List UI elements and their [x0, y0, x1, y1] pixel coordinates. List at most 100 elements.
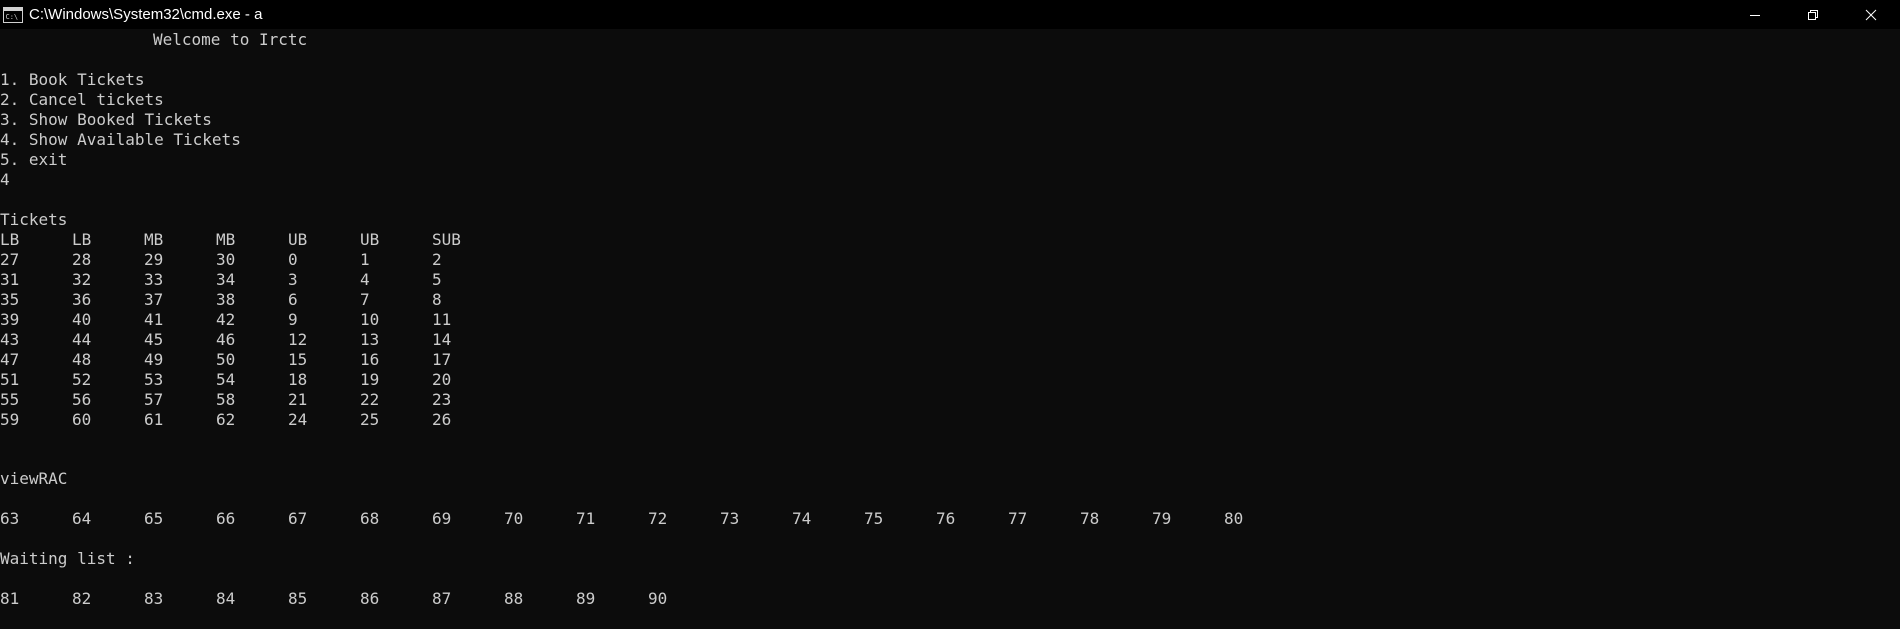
ticket-number: 45 — [144, 330, 163, 350]
menu-item-exit: 5. exit — [0, 150, 67, 170]
waiting-ticket-number: 81 — [0, 589, 19, 609]
ticket-number: 11 — [432, 310, 451, 330]
ticket-number: 58 — [216, 390, 235, 410]
menu-item-show-booked: 3. Show Booked Tickets — [0, 110, 212, 130]
ticket-number: 35 — [0, 290, 19, 310]
window-controls — [1726, 0, 1900, 29]
ticket-number: 49 — [144, 350, 163, 370]
console-output[interactable]: Welcome to Irctc 1. Book Tickets 2. Canc… — [0, 29, 1900, 629]
ticket-number: 36 — [72, 290, 91, 310]
berth-header: UB — [288, 230, 307, 250]
ticket-number: 52 — [72, 370, 91, 390]
rac-ticket-number: 71 — [576, 509, 595, 529]
rac-ticket-number: 76 — [936, 509, 955, 529]
minimize-button[interactable] — [1726, 0, 1784, 29]
ticket-number: 4 — [360, 270, 370, 290]
ticket-number: 5 — [432, 270, 442, 290]
window-title: C:\Windows\System32\cmd.exe - a — [29, 6, 262, 23]
ticket-number: 22 — [360, 390, 379, 410]
waiting-ticket-number: 87 — [432, 589, 451, 609]
rac-ticket-number: 68 — [360, 509, 379, 529]
ticket-number: 39 — [0, 310, 19, 330]
ticket-number: 37 — [144, 290, 163, 310]
ticket-number: 29 — [144, 250, 163, 270]
berth-header: UB — [360, 230, 379, 250]
rac-ticket-number: 69 — [432, 509, 451, 529]
rac-ticket-number: 63 — [0, 509, 19, 529]
tickets-heading: Tickets — [0, 210, 67, 230]
ticket-number: 14 — [432, 330, 451, 350]
ticket-number: 12 — [288, 330, 307, 350]
menu-item-book: 1. Book Tickets — [0, 70, 145, 90]
berth-header: MB — [144, 230, 163, 250]
ticket-number: 28 — [72, 250, 91, 270]
ticket-number: 41 — [144, 310, 163, 330]
ticket-number: 21 — [288, 390, 307, 410]
ticket-number: 30 — [216, 250, 235, 270]
waiting-ticket-number: 89 — [576, 589, 595, 609]
waiting-ticket-number: 86 — [360, 589, 379, 609]
berth-header: LB — [72, 230, 91, 250]
close-button[interactable] — [1842, 0, 1900, 29]
cmd-app-icon[interactable]: C:\ — [3, 7, 23, 23]
ticket-number: 1 — [360, 250, 370, 270]
ticket-number: 6 — [288, 290, 298, 310]
ticket-number: 51 — [0, 370, 19, 390]
ticket-number: 31 — [0, 270, 19, 290]
berth-header: SUB — [432, 230, 461, 250]
ticket-number: 27 — [0, 250, 19, 270]
rac-ticket-number: 79 — [1152, 509, 1171, 529]
ticket-number: 44 — [72, 330, 91, 350]
rac-ticket-number: 66 — [216, 509, 235, 529]
ticket-number: 61 — [144, 410, 163, 430]
ticket-number: 53 — [144, 370, 163, 390]
ticket-number: 16 — [360, 350, 379, 370]
ticket-number: 43 — [0, 330, 19, 350]
ticket-number: 47 — [0, 350, 19, 370]
ticket-number: 3 — [288, 270, 298, 290]
ticket-number: 57 — [144, 390, 163, 410]
ticket-number: 32 — [72, 270, 91, 290]
ticket-number: 19 — [360, 370, 379, 390]
rac-ticket-number: 64 — [72, 509, 91, 529]
rac-ticket-number: 78 — [1080, 509, 1099, 529]
berth-header: LB — [0, 230, 19, 250]
ticket-number: 38 — [216, 290, 235, 310]
ticket-number: 24 — [288, 410, 307, 430]
waiting-list-heading: Waiting list : — [0, 549, 135, 569]
ticket-number: 23 — [432, 390, 451, 410]
waiting-ticket-number: 84 — [216, 589, 235, 609]
ticket-number: 33 — [144, 270, 163, 290]
ticket-number: 56 — [72, 390, 91, 410]
ticket-number: 46 — [216, 330, 235, 350]
ticket-number: 40 — [72, 310, 91, 330]
ticket-number: 8 — [432, 290, 442, 310]
berth-header: MB — [216, 230, 235, 250]
waiting-ticket-number: 90 — [648, 589, 667, 609]
menu-item-cancel: 2. Cancel tickets — [0, 90, 164, 110]
ticket-number: 34 — [216, 270, 235, 290]
waiting-ticket-number: 85 — [288, 589, 307, 609]
title-bar[interactable]: C:\ C:\Windows\System32\cmd.exe - a — [0, 0, 1900, 29]
ticket-number: 62 — [216, 410, 235, 430]
ticket-number: 18 — [288, 370, 307, 390]
waiting-ticket-number: 88 — [504, 589, 523, 609]
rac-ticket-number: 74 — [792, 509, 811, 529]
rac-heading: viewRAC — [0, 469, 67, 489]
restore-icon — [1807, 9, 1819, 21]
rac-ticket-number: 70 — [504, 509, 523, 529]
rac-ticket-number: 75 — [864, 509, 883, 529]
restore-button[interactable] — [1784, 0, 1842, 29]
ticket-number: 9 — [288, 310, 298, 330]
ticket-number: 10 — [360, 310, 379, 330]
ticket-number: 2 — [432, 250, 442, 270]
rac-ticket-number: 72 — [648, 509, 667, 529]
svg-text:C:\: C:\ — [6, 13, 19, 21]
rac-ticket-number: 67 — [288, 509, 307, 529]
ticket-number: 13 — [360, 330, 379, 350]
menu-item-show-available: 4. Show Available Tickets — [0, 130, 241, 150]
ticket-number: 55 — [0, 390, 19, 410]
waiting-ticket-number: 83 — [144, 589, 163, 609]
ticket-number: 25 — [360, 410, 379, 430]
